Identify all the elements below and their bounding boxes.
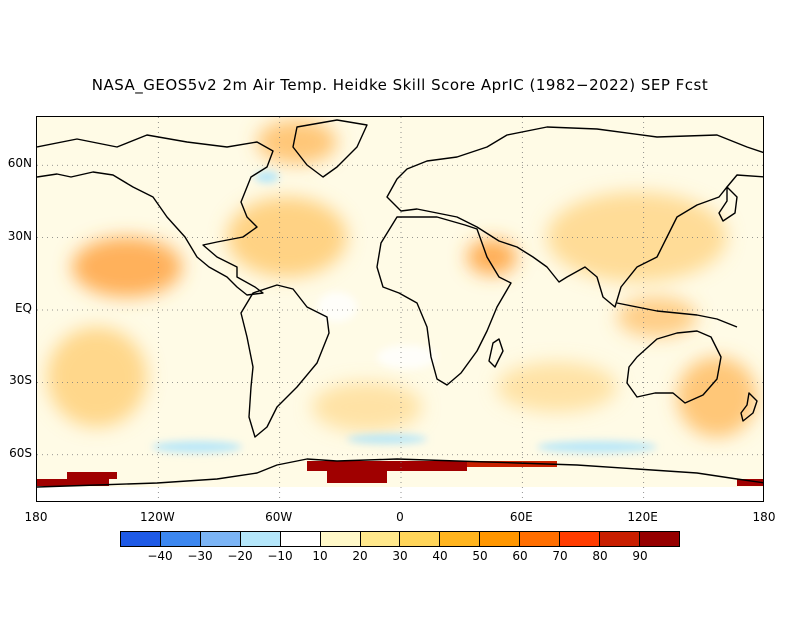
colorbar-swatch xyxy=(639,532,679,546)
colorbar-tick-label: 30 xyxy=(392,549,408,563)
score-patch xyxy=(467,461,557,467)
africa-coastline xyxy=(376,216,512,386)
score-patch xyxy=(307,461,467,471)
colorbar-tick-label: 10 xyxy=(312,549,328,563)
colorbar-tick-label: 40 xyxy=(432,549,448,563)
score-patch xyxy=(37,479,109,486)
colorbar-tick-label: −40 xyxy=(147,549,173,563)
japan-coastline xyxy=(718,186,738,222)
colorbar-swatch xyxy=(560,532,601,546)
colorbar-tick-label: 20 xyxy=(352,549,368,563)
score-patch xyxy=(737,479,763,486)
colorbar-tick-label: 90 xyxy=(632,549,648,563)
latitude-tick-label: 60N xyxy=(7,156,32,171)
colorbar-tick-label: −10 xyxy=(267,549,293,563)
colorbar-swatch xyxy=(280,532,321,546)
score-patch xyxy=(257,120,337,164)
colorbar-swatch xyxy=(160,532,201,546)
colorbar-swatch xyxy=(200,532,241,546)
eurasia-coastline xyxy=(386,126,763,308)
longitude-tick-label: 120E xyxy=(627,510,658,524)
score-patch xyxy=(497,362,617,412)
score-patch xyxy=(227,197,347,277)
longitude-tick-label: 120W xyxy=(139,510,175,524)
colorbar-swatch xyxy=(240,532,281,546)
colorbar-swatch xyxy=(520,532,561,546)
score-patch xyxy=(317,292,357,322)
score-patch xyxy=(617,297,697,337)
longitude-tick-label: 60W xyxy=(265,510,293,524)
latitude-tick-label: EQ xyxy=(14,301,32,315)
score-patch xyxy=(677,357,757,437)
colorbar-tick-label: 50 xyxy=(472,549,488,563)
score-patch xyxy=(537,441,657,453)
score-patch xyxy=(547,192,727,282)
score-patch xyxy=(47,327,147,427)
score-patch xyxy=(37,487,763,501)
colorbar-tick-label: 70 xyxy=(552,549,568,563)
colorbar-swatch xyxy=(480,532,521,546)
colorbar xyxy=(120,531,680,547)
map-panel xyxy=(36,116,764,502)
north-america-coastline xyxy=(37,134,274,296)
colorbar-swatch xyxy=(320,532,361,546)
new-zealand-coastline xyxy=(740,392,758,422)
colorbar-tick-label: −20 xyxy=(227,549,253,563)
colorbar-swatch xyxy=(440,532,481,546)
colorbar-swatch xyxy=(600,532,640,546)
colorbar-tick-label: −30 xyxy=(187,549,213,563)
colorbar-swatch xyxy=(360,532,401,546)
score-patch xyxy=(312,382,422,432)
score-patch xyxy=(467,239,517,275)
score-patch xyxy=(67,472,117,479)
heidke-score-field xyxy=(37,120,763,501)
greenland-coastline xyxy=(292,119,368,178)
score-patch xyxy=(327,471,387,483)
indonesia-coastline xyxy=(616,302,738,328)
latitude-tick-label: 60S xyxy=(9,445,32,460)
score-patch xyxy=(255,171,279,183)
colorbar-swatch xyxy=(121,532,161,546)
score-patch xyxy=(377,345,437,369)
score-patch xyxy=(347,434,427,444)
colorbar-swatch xyxy=(400,532,441,546)
colorbar-tick-label: 60 xyxy=(512,549,528,563)
colorbar-tick-label: 80 xyxy=(592,549,608,563)
latitude-tick-label: 30S xyxy=(9,373,32,388)
skill-score-map xyxy=(37,117,763,501)
south-america-coastline xyxy=(240,284,330,438)
score-patch xyxy=(152,441,242,453)
antarctica-coastline xyxy=(37,458,763,488)
longitude-tick-label: 180 xyxy=(752,510,776,524)
latitude-tick-label: 30N xyxy=(7,228,32,243)
map-title: NASA_GEOS5v2 2m Air Temp. Heidke Skill S… xyxy=(91,76,709,94)
australia-coastline xyxy=(626,330,722,404)
longitude-tick-label: 0 xyxy=(396,510,404,524)
score-patch xyxy=(72,237,182,297)
longitude-tick-label: 60E xyxy=(509,510,533,524)
madagascar-coastline xyxy=(488,338,504,368)
longitude-tick-label: 180 xyxy=(24,510,48,524)
coastline-layer xyxy=(37,119,763,488)
